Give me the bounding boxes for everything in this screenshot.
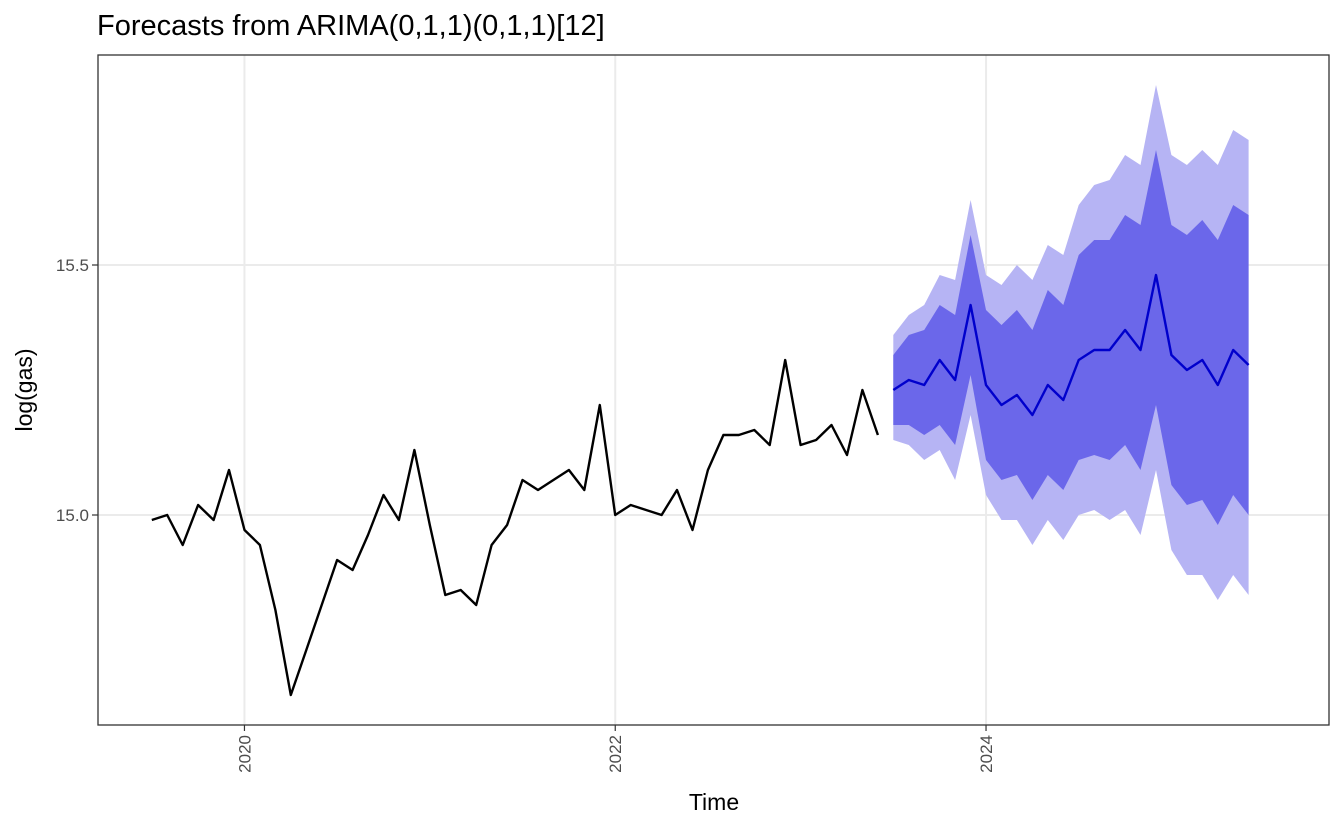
x-tick-label: 2020 [235,735,254,773]
x-tick-label: 2022 [606,735,625,773]
y-tick-label: 15.5 [56,256,89,275]
plot-panel-border [97,54,1330,726]
chart-title: Forecasts from ARIMA(0,1,1)(0,1,1)[12] [97,10,605,42]
x-axis-title: Time [689,789,739,815]
y-tick-label: 15.0 [56,506,89,525]
axis-ticks: 2020 2022 2024 15.0 15.5 [56,256,996,773]
x-tick-label: 2024 [977,735,996,773]
prediction-interval-80 [893,150,1249,525]
observed-series-line [151,358,880,697]
series-lines [151,273,1250,697]
band-80-layer [893,150,1249,525]
forecast-mean-line [892,273,1250,417]
y-axis-title: log(gas) [11,348,37,431]
